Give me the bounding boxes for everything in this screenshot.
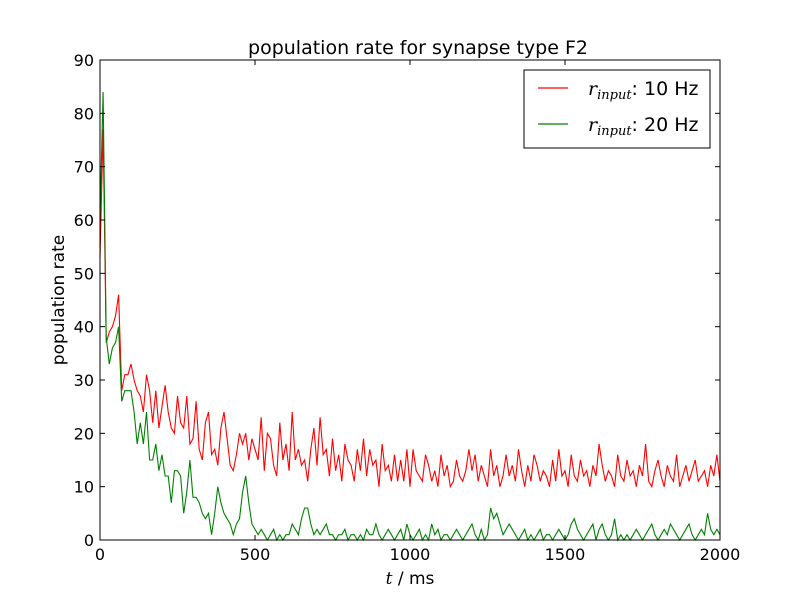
chart-title: population rate for synapse type F2 <box>248 37 588 59</box>
x-tick-label: 500 <box>240 545 271 564</box>
x-tick-label: 1000 <box>390 545 431 564</box>
legend-box <box>523 69 711 149</box>
x-tick-label: 0 <box>95 545 105 564</box>
legend-rest: : 20 Hz <box>632 114 699 136</box>
x-axis-label-var: t <box>386 569 393 589</box>
y-tick-label: 40 <box>74 318 94 337</box>
legend-sub: input <box>597 88 632 103</box>
y-tick-label: 0 <box>84 531 94 550</box>
y-tick-label: 80 <box>74 104 94 123</box>
y-axis-label: population rate <box>49 235 69 365</box>
x-tick-label: 1500 <box>545 545 586 564</box>
y-tick-label: 90 <box>74 51 94 70</box>
plot-area <box>99 91 721 542</box>
y-tick-label: 20 <box>74 424 94 443</box>
legend-sub: input <box>597 124 632 139</box>
legend-label-2: rinput: 20 Hz <box>588 114 698 139</box>
legend-label-1: rinput: 10 Hz <box>588 78 698 103</box>
legend-var: r <box>588 78 599 100</box>
y-tick-label: 50 <box>74 264 94 283</box>
series-line-1 <box>99 129 721 489</box>
x-axis-label-unit: / ms <box>392 569 434 589</box>
x-axis-label: t / ms <box>386 569 435 589</box>
y-tick-label: 70 <box>74 158 94 177</box>
x-tick-label: 2000 <box>700 545 741 564</box>
legend-var: r <box>588 114 599 136</box>
series-line-2 <box>99 91 721 542</box>
axis-ticks: 0 500 1000 1500 2000 0 10 20 30 40 50 60 70 80 90 <box>74 51 741 564</box>
y-tick-label: 60 <box>74 211 94 230</box>
y-tick-label: 30 <box>74 371 94 390</box>
y-tick-label: 10 <box>74 478 94 497</box>
legend-rest: : 10 Hz <box>632 78 699 100</box>
